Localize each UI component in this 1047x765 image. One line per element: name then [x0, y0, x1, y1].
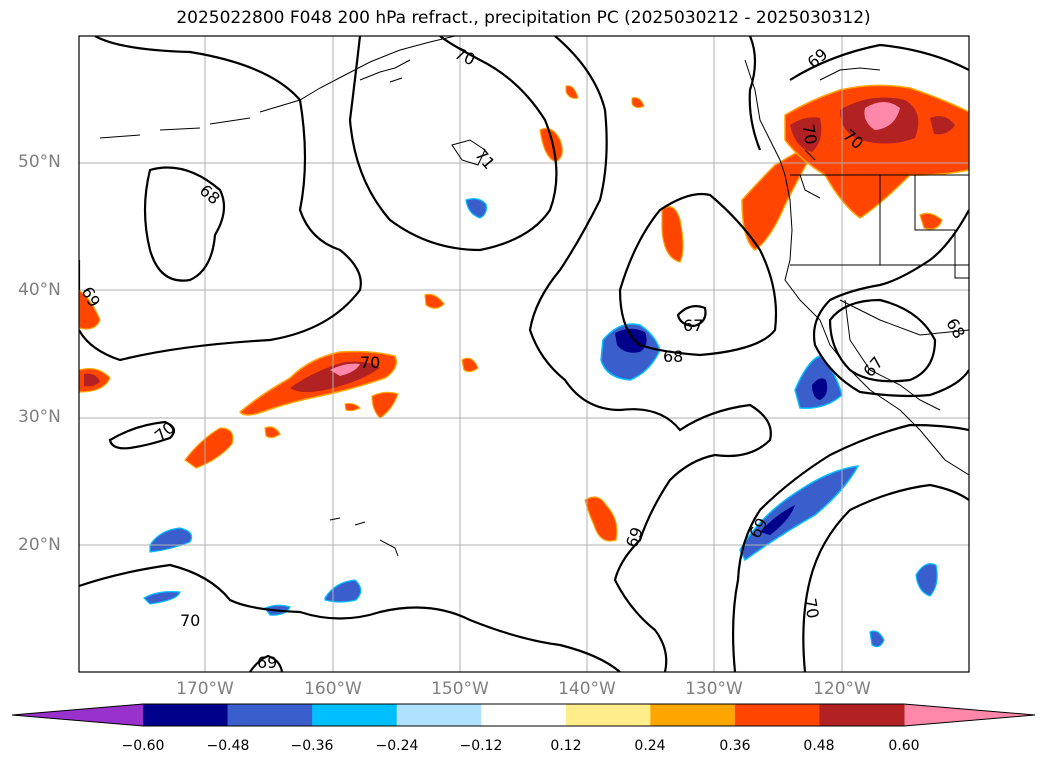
refractivity-contours	[79, 36, 969, 672]
contour-label: 68	[942, 315, 969, 342]
lat-label-50n: 50°N	[18, 152, 61, 172]
contour-label: 70	[360, 353, 380, 372]
contour-label: 70	[151, 418, 179, 446]
colorbar-tick: −0.60	[121, 738, 165, 754]
colorbar-box	[650, 704, 736, 726]
colorbar-box	[143, 704, 229, 726]
contour-label: 70	[180, 611, 200, 630]
colorbar-box	[565, 704, 651, 726]
precip-negative	[143, 198, 938, 648]
colorbar-box	[312, 704, 398, 726]
colorbar-tick: −0.48	[206, 738, 250, 754]
colorbar-extend-low	[12, 704, 143, 726]
colorbar-tick: −0.36	[290, 738, 334, 754]
lat-label-20n: 20°N	[18, 535, 61, 555]
map-title: 2025022800 F048 200 hPa refract., precip…	[176, 8, 871, 28]
map-frame	[78, 35, 970, 673]
colorbar	[11, 703, 1036, 727]
lat-label-40n: 40°N	[18, 280, 61, 300]
colorbar-tick: −0.24	[375, 738, 419, 754]
colorbar-box	[734, 704, 820, 726]
colorbar-box	[227, 704, 313, 726]
colorbar-tick: 0.60	[888, 738, 920, 754]
contour-label: 68	[196, 181, 224, 209]
contour-label: 68	[663, 347, 683, 366]
lat-label-30n: 30°N	[18, 407, 61, 427]
lon-label-150w: 150°W	[431, 679, 489, 699]
precip-positive	[79, 84, 969, 542]
colorbar-box	[481, 704, 567, 726]
colorbar-tick: 0.48	[803, 738, 835, 754]
colorbar-tick: 0.24	[634, 738, 666, 754]
colorbar-tick: 0.36	[719, 738, 751, 754]
lon-label-130w: 130°W	[685, 679, 743, 699]
contour-label: 69	[257, 653, 277, 672]
contour-label: 67	[683, 316, 703, 335]
contour-label: 71	[471, 145, 499, 173]
colorbar-tick: 0.12	[550, 738, 582, 754]
graticule	[79, 36, 969, 672]
colorbar-box	[819, 704, 905, 726]
lon-label-140w: 140°W	[558, 679, 616, 699]
contour-label: 70	[800, 597, 822, 620]
contour-label: 70	[798, 123, 820, 146]
colorbar-extend-high	[904, 704, 1035, 726]
colorbar-outline	[11, 703, 1036, 727]
coastlines	[99, 36, 969, 557]
colorbar-box	[396, 704, 482, 726]
colorbar-tick: −0.12	[459, 738, 503, 754]
lon-label-120w: 120°W	[813, 679, 871, 699]
lon-label-170w: 170°W	[176, 679, 234, 699]
contour-label: 69	[804, 44, 832, 72]
lon-label-160w: 160°W	[304, 679, 362, 699]
